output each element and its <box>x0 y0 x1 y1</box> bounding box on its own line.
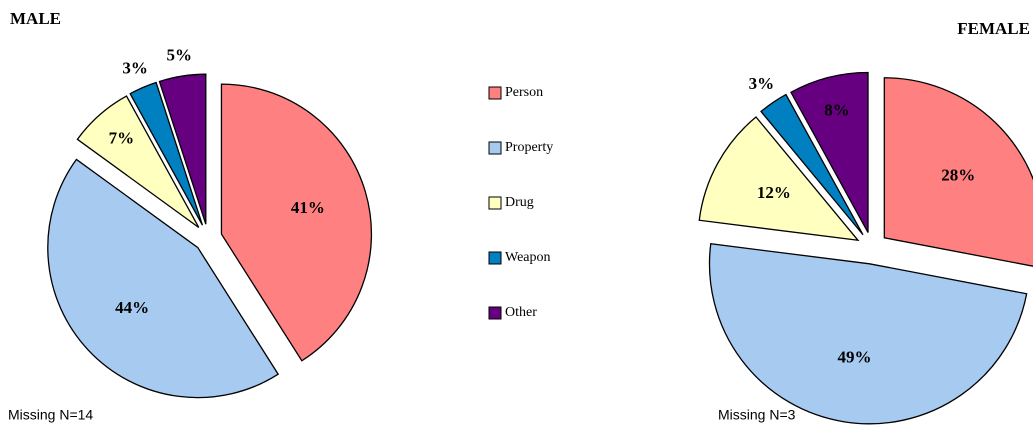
chart-title: MALE <box>10 9 61 28</box>
data-label: 3% <box>122 58 148 77</box>
chart-title: FEMALE <box>957 19 1030 38</box>
data-label: 41% <box>291 198 325 217</box>
legend-label: Drug <box>505 195 534 210</box>
data-label: 49% <box>837 348 871 367</box>
pie-slice <box>129 81 204 226</box>
pie-slice <box>790 71 869 233</box>
pie-slice <box>76 95 200 229</box>
legend-label: Weapon <box>505 250 551 265</box>
pie-slice <box>708 243 1028 425</box>
legend-swatch <box>488 306 502 320</box>
pie-slice <box>883 77 1033 267</box>
legend-label: Other <box>505 305 537 320</box>
data-label: 28% <box>941 166 975 185</box>
legend-label: Person <box>505 85 543 100</box>
pie-slice <box>158 73 207 225</box>
data-label: 8% <box>824 101 850 120</box>
data-label: 5% <box>167 46 193 65</box>
legend-swatch <box>488 196 502 210</box>
legend-swatch <box>488 86 502 100</box>
data-label: 7% <box>109 129 135 148</box>
pie-slice <box>220 83 373 362</box>
data-label: 3% <box>749 74 775 93</box>
pie-slice <box>47 158 280 399</box>
data-label: 44% <box>115 298 149 317</box>
note: Missing N=14 <box>8 407 93 423</box>
data-label: 12% <box>757 183 791 202</box>
note: Missing N=3 <box>718 407 796 423</box>
legend-swatch <box>488 251 502 265</box>
pie-slice <box>760 93 864 236</box>
pie-slice <box>698 116 860 242</box>
legend-label: Property <box>505 140 553 155</box>
legend-swatch <box>488 141 502 155</box>
